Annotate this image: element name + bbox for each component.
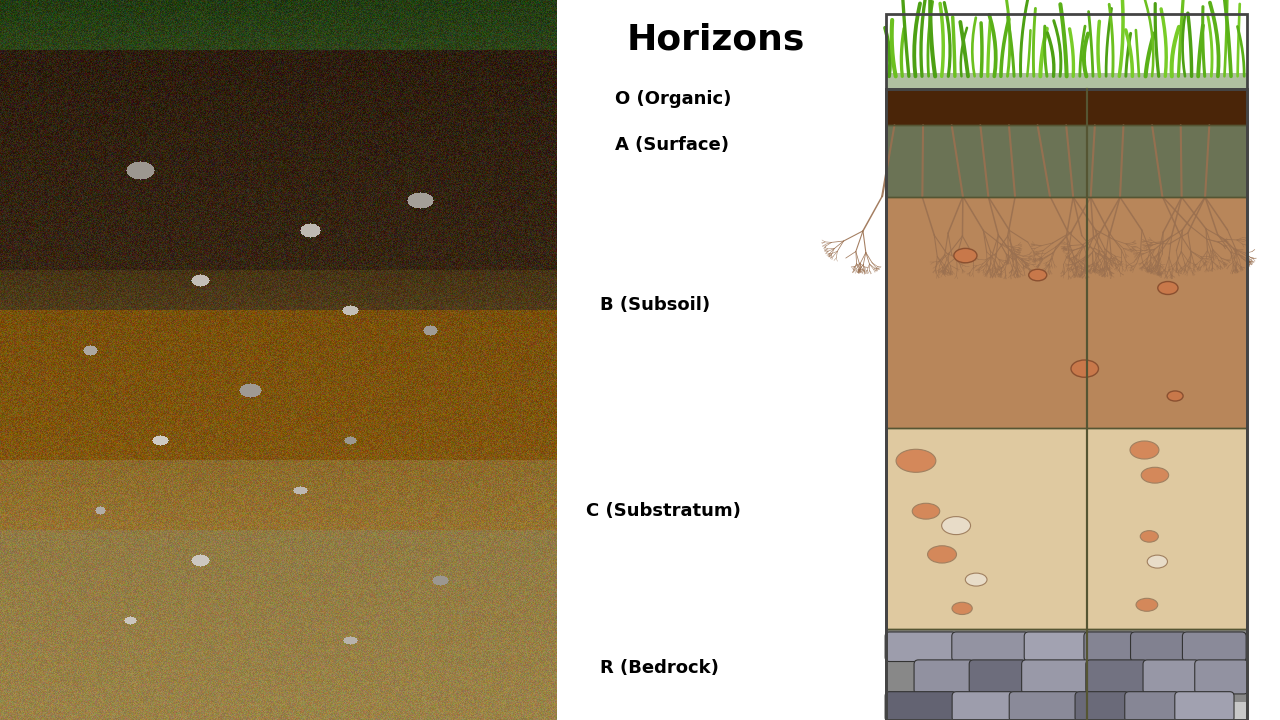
Ellipse shape (1142, 467, 1169, 483)
Bar (886, 89, 1248, 720)
FancyBboxPatch shape (1024, 632, 1088, 662)
Bar (886, 629, 1248, 720)
Ellipse shape (942, 517, 970, 534)
Ellipse shape (896, 449, 936, 472)
FancyBboxPatch shape (952, 692, 1014, 720)
Ellipse shape (1130, 441, 1158, 459)
Text: O (Organic): O (Organic) (614, 90, 731, 108)
FancyBboxPatch shape (886, 632, 956, 662)
Bar (886, 197, 1248, 428)
Ellipse shape (928, 546, 956, 563)
Text: Horizons: Horizons (627, 22, 805, 57)
Ellipse shape (913, 503, 940, 519)
Ellipse shape (965, 573, 987, 586)
Ellipse shape (1147, 555, 1167, 568)
Ellipse shape (1029, 269, 1047, 281)
FancyBboxPatch shape (886, 692, 956, 720)
Ellipse shape (1140, 531, 1158, 542)
Bar (886, 702, 1248, 720)
FancyBboxPatch shape (1125, 692, 1179, 720)
Bar (886, 89, 1248, 720)
Bar (886, 197, 1248, 428)
Ellipse shape (952, 602, 973, 615)
Bar (886, 125, 1248, 197)
Bar (886, 14, 1248, 89)
Ellipse shape (1137, 598, 1157, 611)
Bar (886, 428, 1248, 629)
FancyBboxPatch shape (1175, 692, 1234, 720)
FancyBboxPatch shape (914, 660, 974, 694)
FancyBboxPatch shape (1009, 692, 1079, 720)
FancyBboxPatch shape (1085, 660, 1147, 694)
Ellipse shape (1071, 360, 1098, 377)
Bar (886, 73, 1248, 89)
Ellipse shape (1158, 282, 1178, 294)
Bar (886, 629, 1248, 720)
Bar (886, 89, 1248, 125)
Bar (886, 125, 1248, 197)
FancyBboxPatch shape (1194, 660, 1248, 694)
Text: B (Subsoil): B (Subsoil) (600, 297, 710, 314)
Bar (886, 89, 1248, 125)
FancyBboxPatch shape (1084, 632, 1135, 662)
Text: A (Surface): A (Surface) (614, 136, 728, 154)
Ellipse shape (1167, 391, 1183, 401)
Ellipse shape (954, 248, 977, 263)
FancyBboxPatch shape (1143, 660, 1199, 694)
FancyBboxPatch shape (1130, 632, 1187, 662)
FancyBboxPatch shape (1075, 692, 1129, 720)
FancyBboxPatch shape (952, 632, 1029, 662)
FancyBboxPatch shape (969, 660, 1027, 694)
FancyBboxPatch shape (1021, 660, 1091, 694)
Bar (886, 428, 1248, 629)
FancyBboxPatch shape (1183, 632, 1247, 662)
Text: C (Substratum): C (Substratum) (586, 503, 741, 520)
Text: R (Bedrock): R (Bedrock) (600, 660, 719, 677)
